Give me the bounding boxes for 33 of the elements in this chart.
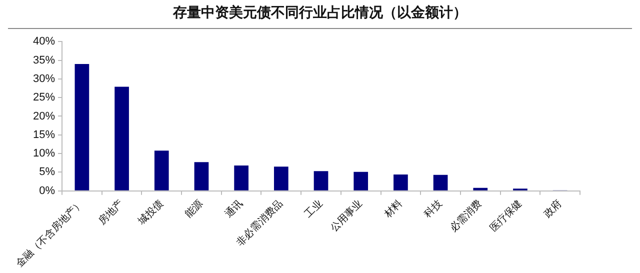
x-tick-label: 科技 [422,198,444,220]
x-tick-label: 医疗保健 [487,198,524,234]
chart-title: 存量中资美元债不同行业占比情况（以金额计） [172,4,468,22]
y-tick-label: 10% [32,148,56,160]
x-tick-label: 工业 [302,198,325,220]
bar [154,150,169,190]
x-tick-label: 金融（不含房地产） [14,198,86,270]
y-tick-label: 20% [32,110,56,122]
y-tick-label: 5% [39,166,56,178]
bar [433,174,448,190]
x-tick-label: 房地产 [96,198,126,228]
y-tick-label: 0% [39,184,56,197]
y-tick-label: 40% [32,36,56,48]
x-tick-label: 城投债 [135,198,166,228]
y-tick-label: 30% [32,72,56,85]
y-tick-label: 25% [32,92,56,104]
bar [194,162,209,190]
x-tick-label: 通讯 [222,198,246,220]
x-tick-label: 必需消费 [448,198,484,234]
x-tick-label: 公用事业 [328,198,365,234]
x-tick-label: 材料 [381,198,405,221]
bar [354,172,368,190]
bar [314,171,328,190]
bar [473,188,488,190]
bar [234,166,248,190]
bar [114,86,129,190]
y-tick-label: 15% [32,128,56,141]
y-tick-label: 35% [32,54,56,66]
bar [394,174,408,190]
x-tick-label: 政府 [541,198,564,220]
bar [74,64,90,190]
bar [274,166,288,190]
x-tick-label: 能源 [182,198,206,220]
